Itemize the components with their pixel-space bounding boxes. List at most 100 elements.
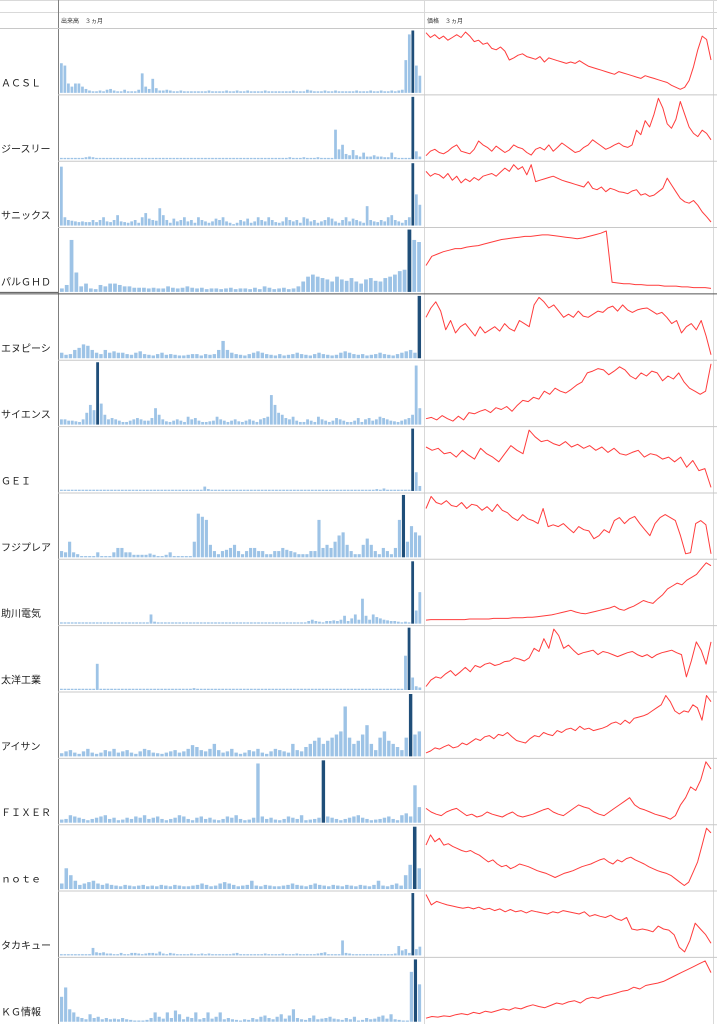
volume-bar <box>390 152 394 160</box>
volume-bar <box>271 688 275 690</box>
volume-bar <box>395 746 400 757</box>
volume-bar <box>271 1019 275 1022</box>
volume-bar <box>373 280 378 292</box>
volume-bar <box>232 91 235 93</box>
volume-bar <box>116 352 121 359</box>
volume-bar <box>154 88 158 93</box>
volume-bar <box>328 688 332 690</box>
volume-bar <box>180 287 185 292</box>
volume-bar <box>268 885 272 890</box>
volume-bar <box>365 538 369 558</box>
volume-bar <box>186 954 190 956</box>
volume-bar <box>278 688 282 690</box>
volume-bar <box>73 816 77 823</box>
volume-bar <box>310 489 314 491</box>
volume-bar <box>168 421 172 425</box>
volume-bar <box>188 556 192 558</box>
volume-bar <box>102 157 105 160</box>
volume-bar <box>95 952 98 956</box>
volume-bar <box>63 217 67 226</box>
volume-bar <box>335 688 339 690</box>
volume-bar <box>63 157 67 160</box>
volume-bar <box>320 1018 324 1022</box>
volume-bar <box>63 688 67 690</box>
volume-bar <box>325 279 330 292</box>
volume-bar <box>327 91 330 93</box>
volume-bar <box>147 750 151 757</box>
volume-bar <box>134 753 138 757</box>
volume-bar <box>393 1019 397 1022</box>
volume-bar <box>397 271 402 292</box>
volume-bar <box>278 354 282 359</box>
volume-bar <box>314 688 318 690</box>
volume-bar <box>253 489 257 491</box>
volume-bar <box>367 886 372 890</box>
volume-bar <box>328 489 332 491</box>
volume-bar <box>175 419 179 425</box>
volume-bar <box>232 489 235 491</box>
volume-bar <box>159 884 164 890</box>
volume-bar <box>275 688 278 690</box>
price-line <box>425 495 712 555</box>
volume-bar <box>260 157 264 160</box>
volume-bar <box>206 1012 210 1022</box>
volume-bar <box>164 820 169 823</box>
volume-bar <box>95 91 98 93</box>
volume-bar <box>102 952 105 956</box>
volume-bar <box>358 221 362 226</box>
volume-bar <box>112 1018 117 1022</box>
volume-bar <box>313 551 317 558</box>
volume-bar <box>386 157 390 160</box>
volume-bar <box>84 954 88 956</box>
volume-bar <box>286 289 291 292</box>
volume-bar <box>60 166 63 226</box>
volume-bar <box>246 954 250 956</box>
volume-bar <box>143 420 147 425</box>
volume-bar <box>383 221 387 226</box>
volume-bar <box>360 817 365 823</box>
volume-bar <box>365 725 369 757</box>
volume-bar <box>358 954 362 956</box>
volume-bar <box>148 553 152 558</box>
volume-bar <box>147 157 151 160</box>
volume-bar <box>264 489 268 491</box>
volume-bar <box>88 288 93 292</box>
volume-bar <box>64 987 68 1022</box>
volume-bar <box>326 740 330 757</box>
volume-bar <box>99 688 103 690</box>
volume-bar <box>411 30 415 93</box>
volume-bar <box>321 547 325 558</box>
volume-bar <box>282 287 286 292</box>
volume-bar <box>316 91 320 93</box>
volume-bar <box>173 817 177 823</box>
volume-bar <box>376 880 381 890</box>
volume-bar <box>103 622 106 624</box>
volume-bar <box>246 688 250 690</box>
volume-bar <box>60 819 64 823</box>
volume-bar <box>300 688 303 690</box>
volume-bar <box>304 1019 308 1022</box>
volume-bar <box>330 954 334 956</box>
volume-bar <box>249 222 253 226</box>
volume-bar <box>100 884 105 890</box>
volume-bar <box>225 221 228 226</box>
volume-bar <box>306 276 310 292</box>
volume-bar <box>186 886 191 890</box>
volume-bar <box>314 489 318 491</box>
volume-bar <box>88 954 91 956</box>
volume-bar <box>174 622 178 624</box>
volume-bar <box>77 622 81 624</box>
volume-bar <box>60 288 64 292</box>
volume-bar <box>113 688 117 690</box>
volume-bar <box>397 221 401 226</box>
volume-bar <box>249 547 253 558</box>
volume-bar <box>185 688 189 690</box>
volume-bar <box>165 220 169 226</box>
volume-bar <box>182 1019 186 1022</box>
volume-bar <box>119 157 123 160</box>
volume-bar <box>132 419 136 425</box>
volume-bar <box>383 157 387 160</box>
volume-bar <box>168 886 173 890</box>
volume-bar <box>225 157 228 160</box>
volume-bar <box>253 157 257 160</box>
